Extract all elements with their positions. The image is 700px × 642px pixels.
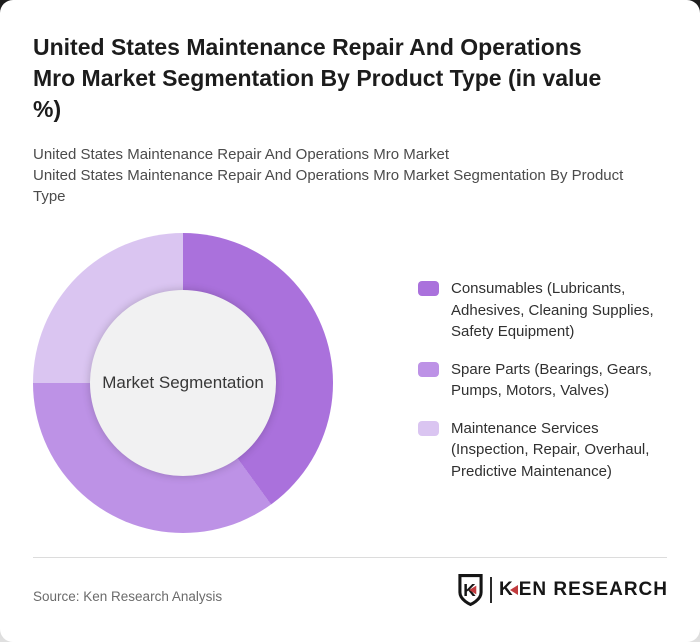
legend-swatch-spare-parts (418, 361, 439, 377)
ken-research-shield-icon: K (458, 574, 483, 607)
legend-label: Maintenance Services (Inspection, Repair… (451, 419, 650, 480)
page-title: United States Maintenance Repair And Ope… (33, 34, 602, 122)
legend-item-spare-parts[interactable]: Spare Parts (Bearings, Gears, Pumps, Mot… (418, 359, 676, 402)
subtitle-segmentation: United States Maintenance Repair And Ope… (33, 167, 624, 205)
logo-wordmark: K EN RESEARCH (499, 579, 668, 601)
wordmark-k: K (498, 579, 514, 600)
legend-label: Consumables (Lubricants, Adhesives, Clea… (451, 280, 654, 340)
donut-hole: Market Segmentation (90, 290, 276, 476)
legend-label: Spare Parts (Bearings, Gears, Pumps, Mot… (451, 360, 652, 400)
shield-red-triangle (469, 585, 477, 595)
legend-item-consumables[interactable]: Consumables (Lubricants, Adhesives, Clea… (418, 278, 676, 343)
donut-chart[interactable]: Market Segmentation (33, 233, 333, 533)
ken-research-logo: K K EN RESEARCH (458, 572, 668, 608)
legend-swatch-consumables (418, 281, 439, 296)
footer-divider (33, 557, 667, 558)
wordmark-red-triangle-icon (509, 585, 518, 595)
source-text: Source: Ken Research Analysis (33, 589, 223, 604)
chart-center-label: Market Segmentation (102, 373, 264, 392)
legend-swatch-maintenance-services (418, 420, 439, 436)
chart-legend: Consumables (Lubricants, Adhesives, Clea… (418, 278, 676, 498)
subtitle-market: United States Maintenance Repair And Ope… (33, 146, 450, 163)
logo-divider (489, 577, 492, 603)
subtitle-block: United States Maintenance Repair And Ope… (33, 144, 678, 207)
legend-item-maintenance-services[interactable]: Maintenance Services (Inspection, Repair… (418, 418, 676, 483)
wordmark-rest: EN RESEARCH (518, 579, 668, 600)
